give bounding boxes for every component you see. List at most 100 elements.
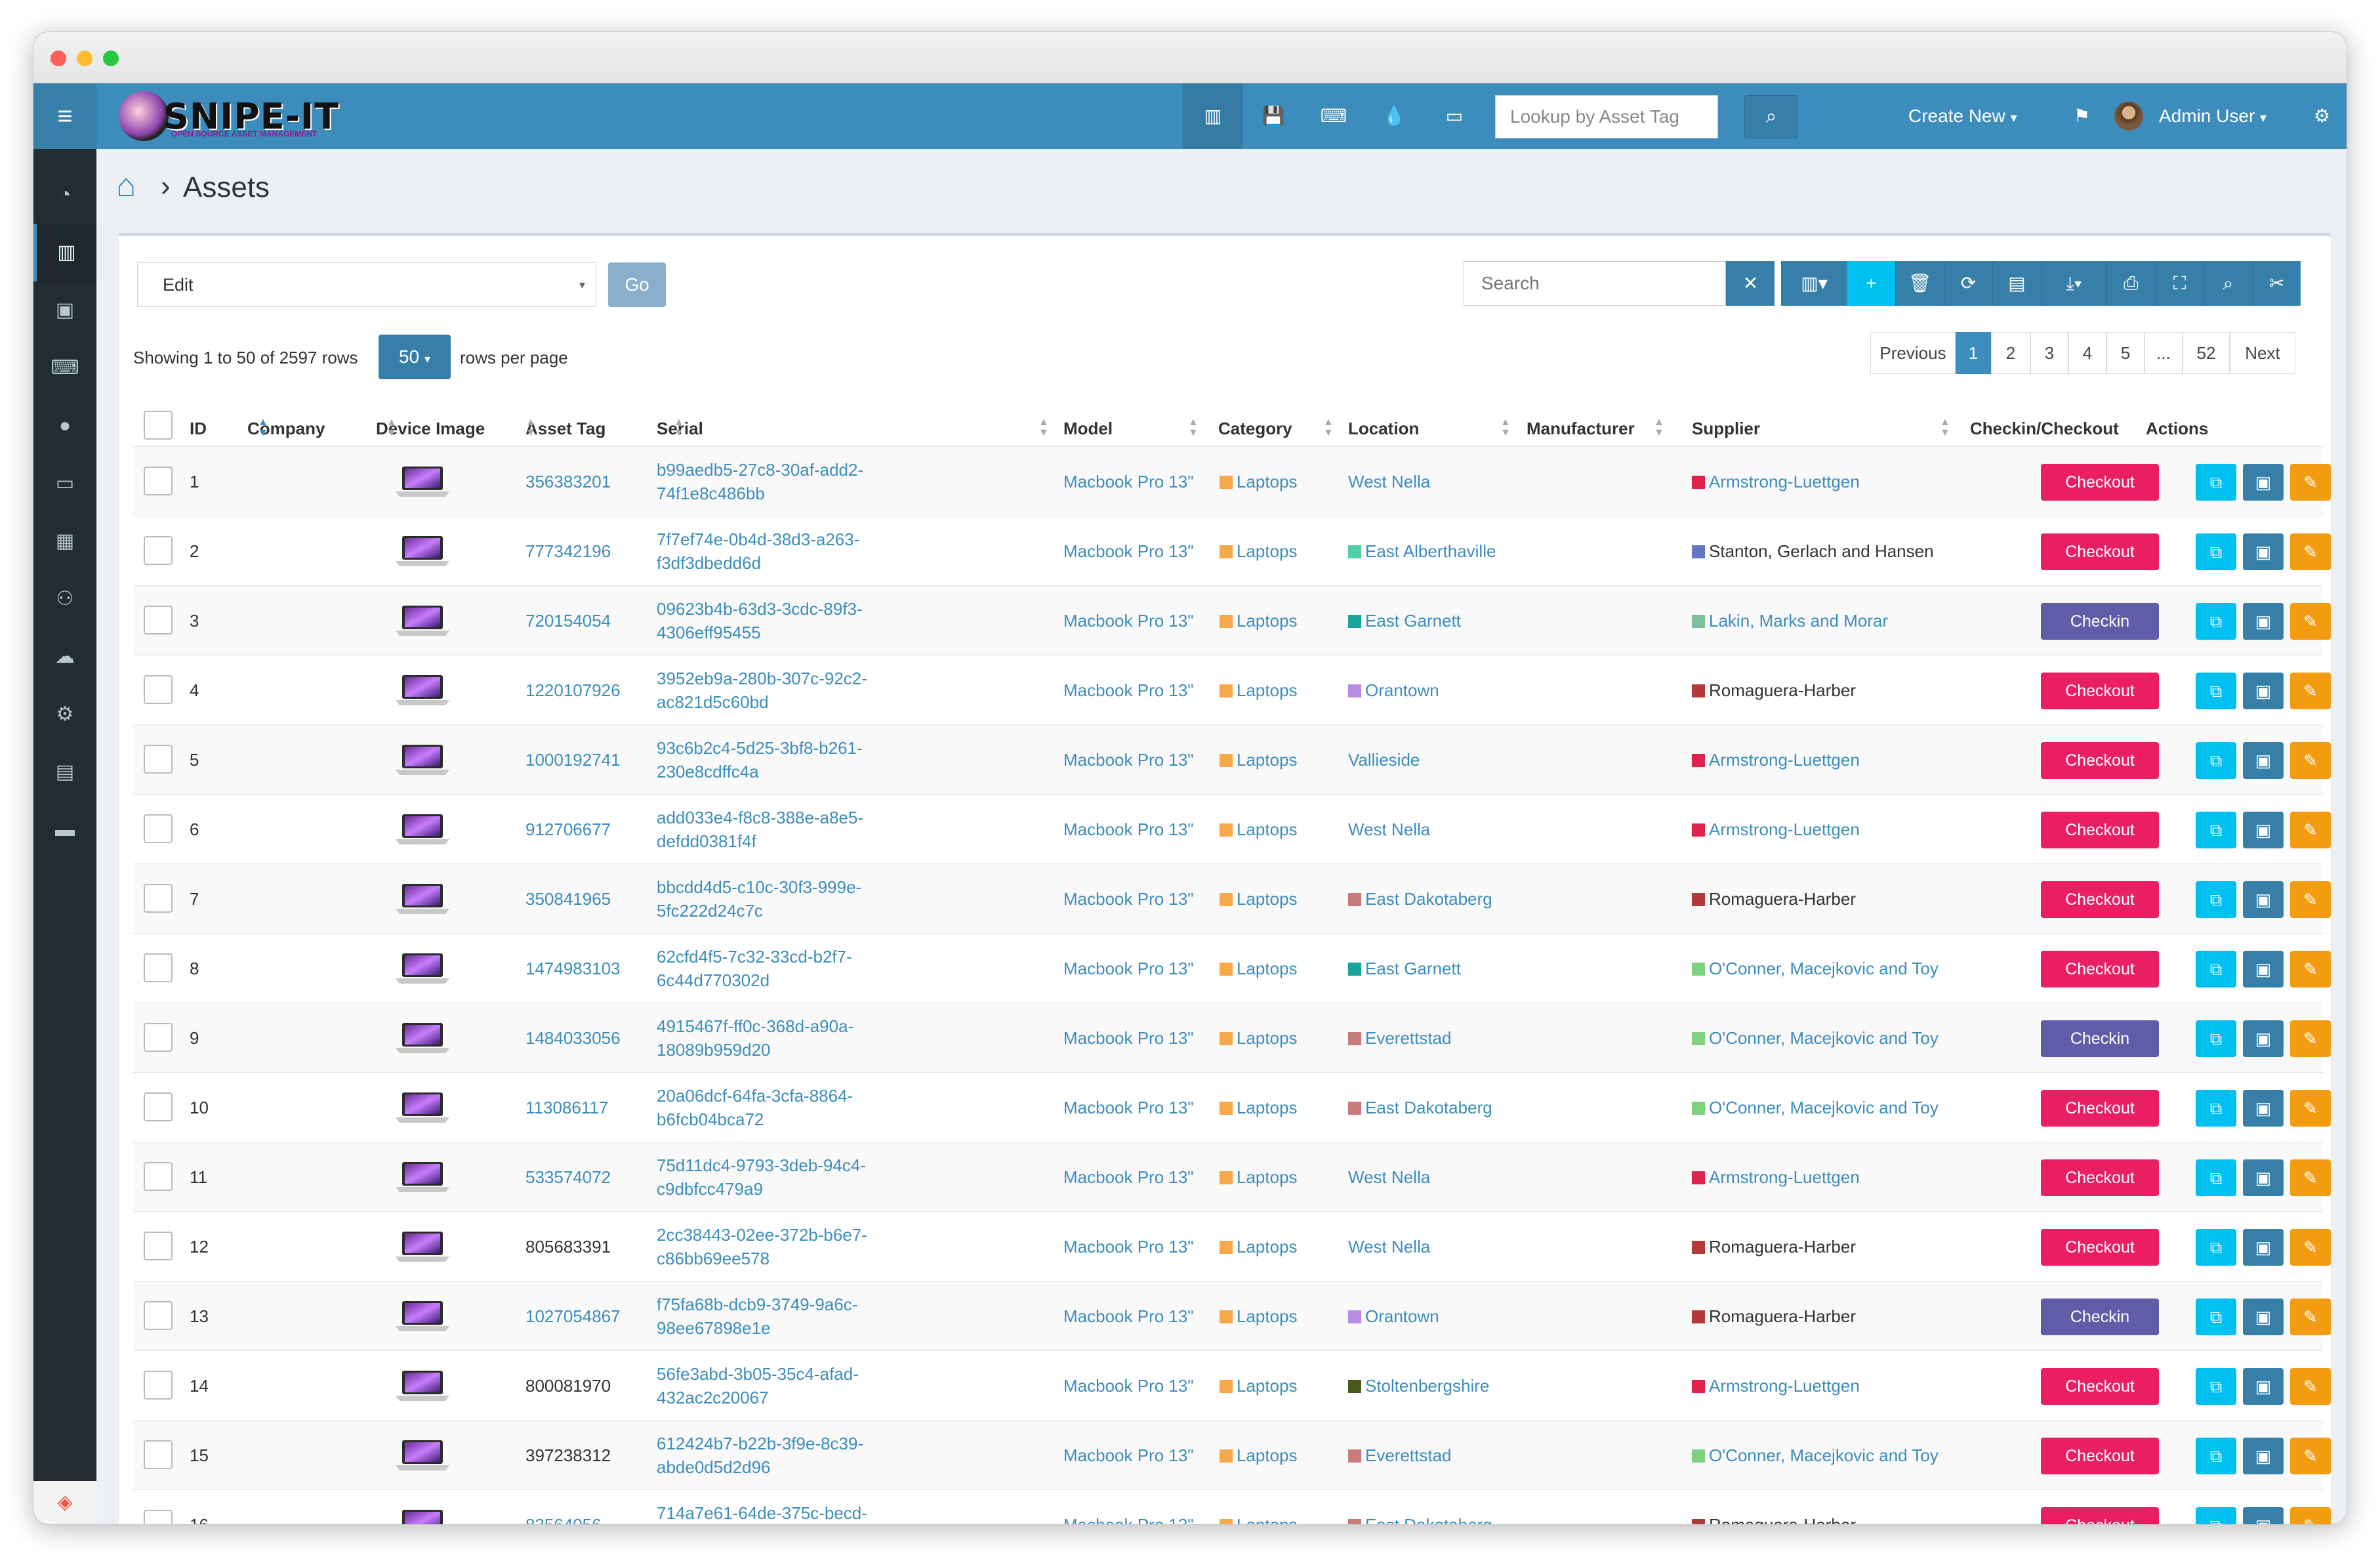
edit-button[interactable]: ✎	[2290, 742, 2331, 779]
serial-line-1[interactable]: 7f7ef74e-0b4d-38d3-a263-	[657, 530, 860, 549]
clone-button[interactable]: ⧉	[2196, 533, 2236, 570]
serial-line-2[interactable]: f3df3dbedd6d	[657, 553, 762, 573]
category-link[interactable]: Laptops	[1220, 611, 1298, 631]
bulk-delete-button[interactable]: 🗑	[1895, 261, 1944, 306]
clone-button[interactable]: ⧉	[2196, 812, 2236, 848]
sidebar-item-people[interactable]: ⚇	[33, 570, 96, 628]
location-link[interactable]: Stoltenbergshire	[1348, 1376, 1489, 1396]
supplier-link[interactable]: Armstrong-Luettgen	[1692, 1167, 1860, 1188]
asset-tag[interactable]: 1000192741	[525, 750, 621, 770]
clone-button[interactable]: ⧉	[2196, 1020, 2236, 1057]
location-link[interactable]: West Nella	[1348, 820, 1430, 840]
row-checkbox[interactable]	[144, 606, 173, 634]
edit-button[interactable]: ✎	[2290, 1438, 2331, 1474]
audit-button[interactable]: ▣	[2243, 812, 2284, 848]
clone-button[interactable]: ⧉	[2196, 1368, 2236, 1405]
nav-accessories-button[interactable]: ⌨	[1303, 83, 1364, 149]
advanced-search-button[interactable]: ⌕	[2204, 261, 2252, 306]
serial-line-1[interactable]: bbcdd4d5-c10c-30f3-999e-	[657, 877, 862, 897]
logo[interactable]: SNIPE-IT OPEN SOURCE ASSET MANAGEMENT	[119, 90, 339, 142]
clone-button[interactable]: ⧉	[2196, 673, 2236, 709]
category-link[interactable]: Laptops	[1220, 1028, 1298, 1049]
location-link[interactable]: Orantown	[1348, 1306, 1439, 1327]
model-link[interactable]: Macbook Pro 13"	[1063, 820, 1194, 839]
device-image[interactable]	[393, 532, 452, 570]
columns-toggle-button[interactable]: ▥▾	[1781, 261, 1847, 306]
category-link[interactable]: Laptops	[1220, 1515, 1298, 1524]
model-link[interactable]: Macbook Pro 13"	[1063, 1237, 1194, 1257]
category-link[interactable]: Laptops	[1220, 680, 1298, 701]
model-link[interactable]: Macbook Pro 13"	[1063, 1306, 1194, 1326]
sort-icon[interactable]: ▲ ▼	[525, 417, 536, 438]
location-link[interactable]: Orantown	[1348, 680, 1439, 701]
rows-per-page-dropdown[interactable]: 50 ▾	[379, 335, 451, 379]
checkout-button[interactable]: Checkout	[2041, 881, 2159, 918]
print-button[interactable]: ⎙	[2106, 261, 2155, 306]
serial-line-1[interactable]: 56fe3abd-3b05-35c4-afad-	[657, 1364, 859, 1384]
sidebar-item-import[interactable]: ☁	[33, 628, 96, 686]
edit-button[interactable]: ✎	[2290, 1090, 2331, 1127]
edit-button[interactable]: ✎	[2290, 603, 2331, 640]
asset-tag[interactable]: 720154054	[525, 611, 611, 631]
supplier-link[interactable]: Armstrong-Luettgen	[1692, 820, 1860, 840]
row-checkbox[interactable]	[144, 467, 173, 495]
asset-tag[interactable]: 1474983103	[525, 959, 621, 978]
device-image[interactable]	[393, 463, 452, 501]
asset-tag[interactable]: 350841965	[525, 889, 611, 909]
asset-tag[interactable]: 777342196	[525, 541, 611, 561]
audit-button[interactable]: ▣	[2243, 742, 2284, 779]
model-link[interactable]: Macbook Pro 13"	[1063, 959, 1194, 978]
select-all-checkbox[interactable]	[144, 411, 173, 440]
flag-icon[interactable]: ⚑	[2074, 106, 2091, 126]
close-window-button[interactable]	[51, 51, 66, 66]
checkout-button[interactable]: Checkout	[2041, 1159, 2159, 1196]
serial-line-2[interactable]: ac821d5c60bd	[657, 692, 769, 712]
sort-icon[interactable]: ▲ ▼	[674, 417, 684, 438]
category-link[interactable]: Laptops	[1220, 1167, 1298, 1188]
device-image[interactable]	[393, 1158, 452, 1196]
supplier-link[interactable]: Lakin, Marks and Morar	[1692, 611, 1888, 631]
sort-icon[interactable]: ▲ ▼	[258, 417, 268, 438]
row-checkbox[interactable]	[144, 1232, 173, 1260]
serial-line-1[interactable]: 4915467f-ff0c-368d-a90a-	[657, 1016, 854, 1036]
checkin-button[interactable]: Checkin	[2041, 603, 2159, 640]
col-model-header[interactable]: Model	[1063, 419, 1113, 438]
clone-button[interactable]: ⧉	[2196, 1159, 2236, 1196]
menu-toggle-icon[interactable]: ≡	[33, 83, 96, 149]
col-asset-tag-header[interactable]: Asset Tag	[525, 419, 606, 438]
lookup-asset-tag-input[interactable]	[1495, 95, 1718, 138]
pagination-page[interactable]: 2	[1991, 332, 2030, 374]
serial-line-2[interactable]: b6fcb04bca72	[657, 1110, 764, 1129]
audit-button[interactable]: ▣	[2243, 1159, 2284, 1196]
export-csv-button[interactable]: ▤	[1992, 261, 2041, 306]
location-link[interactable]: East Alberthaville	[1348, 541, 1496, 562]
serial-line-2[interactable]: 4306eff95455	[657, 623, 761, 642]
row-checkbox[interactable]	[144, 1023, 173, 1052]
edit-button[interactable]: ✎	[2290, 673, 2331, 709]
serial-line-1[interactable]: add033e4-f8c8-388e-a8e5-	[657, 808, 864, 827]
model-link[interactable]: Macbook Pro 13"	[1063, 611, 1194, 631]
clone-button[interactable]: ⧉	[2196, 742, 2236, 779]
device-image[interactable]	[393, 1297, 452, 1335]
row-checkbox[interactable]	[144, 884, 173, 913]
category-link[interactable]: Laptops	[1220, 1237, 1298, 1257]
pagination-page[interactable]: 5	[2106, 332, 2144, 374]
supplier-link[interactable]: O'Conner, Macejkovic and Toy	[1692, 1028, 1939, 1049]
audit-button[interactable]: ▣	[2243, 673, 2284, 709]
checkout-button[interactable]: Checkout	[2041, 1507, 2159, 1524]
supplier-link[interactable]: O'Conner, Macejkovic and Toy	[1692, 959, 1939, 979]
audit-button[interactable]: ▣	[2243, 881, 2284, 918]
sidebar-item-licenses[interactable]: ▣	[33, 281, 96, 339]
location-link[interactable]: West Nella	[1348, 472, 1430, 492]
sidebar-item-consumables[interactable]: ●	[33, 397, 96, 455]
serial-line-2[interactable]: 98ee67898e1e	[657, 1318, 771, 1338]
serial-line-2[interactable]: 432ac2c20067	[657, 1388, 769, 1407]
category-link[interactable]: Laptops	[1220, 1376, 1298, 1396]
export-menu-button[interactable]: ⤓▾	[2041, 261, 2106, 306]
device-image[interactable]	[393, 602, 452, 640]
clone-button[interactable]: ⧉	[2196, 881, 2236, 918]
minimize-window-button[interactable]	[77, 51, 92, 66]
serial-line-2[interactable]: 74f1e8c486bb	[657, 484, 765, 503]
edit-button[interactable]: ✎	[2290, 464, 2331, 501]
col-device-image-header[interactable]: Device Image	[376, 419, 485, 438]
